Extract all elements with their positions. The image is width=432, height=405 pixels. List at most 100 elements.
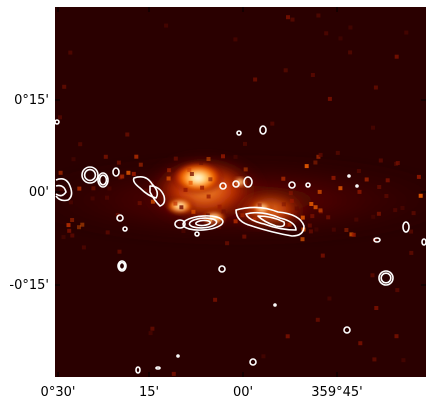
contour-line	[182, 215, 224, 231]
noise-pixel	[243, 167, 248, 172]
noise-pixel	[206, 194, 211, 199]
noise-pixel	[77, 225, 81, 230]
noise-pixels	[58, 13, 423, 376]
contour-line	[83, 168, 97, 182]
noise-pixel	[171, 371, 176, 376]
noise-pixel	[320, 253, 325, 258]
noise-pixel	[348, 50, 353, 55]
contour-line	[118, 261, 126, 271]
y-tick-label: 00'	[29, 185, 49, 200]
contour-line	[355, 184, 359, 188]
contour-line	[98, 174, 108, 186]
contour-line	[81, 166, 99, 184]
contour-line	[232, 180, 240, 188]
contour-line	[55, 119, 60, 125]
noise-pixel	[68, 50, 73, 55]
noise-pixel	[131, 171, 136, 176]
noise-pixel	[125, 132, 130, 137]
contour-line	[373, 237, 381, 243]
noise-pixel	[148, 331, 153, 336]
noise-pixel	[331, 227, 336, 232]
noise-pixel	[80, 222, 85, 227]
noise-pixel	[308, 229, 313, 234]
contour-line	[421, 238, 426, 246]
noise-pixel	[158, 191, 163, 196]
contour-line	[402, 221, 410, 233]
noise-pixel	[317, 189, 322, 194]
noise-pixel	[242, 234, 247, 239]
noise-pixel	[144, 188, 148, 193]
noise-pixel	[377, 185, 382, 189]
noise-pixel	[357, 189, 362, 194]
noise-pixel	[286, 15, 290, 20]
noise-pixel	[225, 241, 230, 246]
noise-pixel	[373, 85, 378, 90]
contour-line	[135, 366, 141, 374]
noise-pixel	[77, 186, 82, 191]
contour-line	[343, 326, 351, 334]
noise-pixel	[300, 215, 305, 220]
noise-pixel	[134, 154, 139, 159]
noise-pixel	[281, 176, 286, 181]
noise-pixel	[313, 205, 318, 210]
noise-pixel	[289, 198, 294, 203]
noise-pixel	[221, 209, 225, 214]
contour-line	[194, 231, 200, 237]
noise-pixel	[309, 202, 314, 206]
noise-pixel	[81, 245, 86, 250]
noise-pixel	[126, 170, 131, 175]
contour-line	[235, 206, 305, 237]
bright-emission-core	[234, 177, 246, 187]
x-tick-label: 0°30'	[41, 385, 76, 400]
noise-pixel	[62, 84, 67, 89]
noise-pixel	[327, 96, 332, 101]
x-tick-label: 00'	[233, 385, 253, 400]
noise-pixel	[281, 202, 286, 207]
contour-line	[380, 272, 392, 284]
noise-pixel	[288, 191, 293, 196]
y-tick-label: -0°15'	[9, 278, 49, 293]
noise-pixel	[316, 154, 321, 159]
noise-pixel	[331, 175, 336, 180]
noise-pixel	[150, 326, 155, 331]
noise-pixel	[310, 73, 315, 77]
noise-pixel	[411, 211, 416, 216]
contour-line	[347, 174, 351, 178]
noise-pixel	[394, 161, 399, 166]
noise-pixel	[394, 54, 399, 59]
noise-pixel	[371, 214, 376, 219]
noise-pixel	[395, 161, 400, 165]
noise-pixel	[58, 115, 62, 120]
noise-pixel	[404, 30, 409, 35]
noise-pixel	[181, 229, 186, 233]
noise-pixel	[221, 154, 225, 159]
contour-line	[117, 260, 127, 272]
noise-pixel	[117, 249, 122, 254]
noise-pixel	[105, 230, 110, 235]
noise-pixel	[188, 180, 193, 185]
noise-pixel	[166, 176, 171, 181]
noise-pixel	[270, 121, 275, 126]
noise-pixel	[91, 186, 96, 191]
contour-line	[174, 219, 186, 229]
noise-pixel	[315, 317, 320, 322]
noise-pixel	[300, 237, 305, 242]
noise-pixel	[372, 357, 377, 362]
noise-pixel	[351, 232, 356, 237]
noise-pixel	[385, 178, 390, 183]
contour-line	[378, 270, 394, 286]
noise-pixel	[116, 160, 121, 165]
contour-line	[122, 226, 128, 232]
noise-pixel	[120, 174, 125, 179]
noise-pixel	[314, 227, 319, 232]
noise-pixel	[70, 233, 75, 238]
noise-pixel	[307, 223, 312, 228]
noise-pixel	[370, 273, 375, 278]
noise-pixel	[261, 354, 266, 359]
noise-pixel	[393, 208, 398, 213]
noise-pixel	[290, 17, 295, 22]
noise-pixel	[376, 211, 381, 216]
noise-pixel	[253, 77, 258, 82]
noise-pixel	[206, 157, 211, 161]
contour-line	[288, 181, 296, 189]
